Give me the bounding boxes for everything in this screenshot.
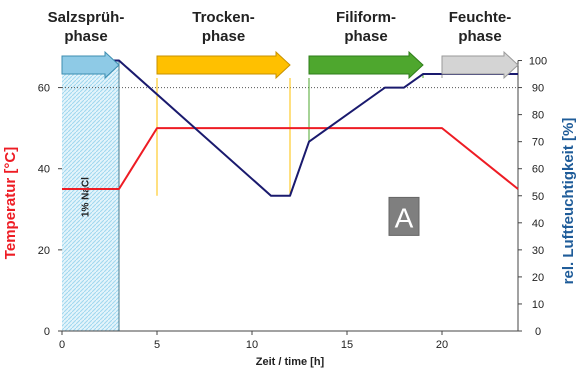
phase-arrow <box>156 50 291 80</box>
marker-label: A <box>395 202 414 233</box>
right-y-tick-label: 50 <box>532 191 544 203</box>
phase-arrow <box>61 50 120 80</box>
right-y-tick-label: 90 <box>532 83 544 95</box>
phase-label-line2: phase <box>458 28 501 45</box>
left-y-tick-label: 40 <box>38 164 50 176</box>
right-y-tick-label: 0 <box>535 326 541 338</box>
right-y-tick-label: 80 <box>532 110 544 122</box>
phase-label-line1: Trocken- <box>192 9 255 26</box>
right-y-tick-label: 10 <box>532 299 544 311</box>
x-tick-label: 10 <box>246 339 258 351</box>
x-axis-title: Zeit / time [h] <box>256 356 325 368</box>
nacl-label: 1% NaCl <box>81 177 92 217</box>
phase-label-line1: Feuchte- <box>449 9 512 26</box>
right-y-tick-label: 60 <box>532 164 544 176</box>
phase-arrow <box>308 50 424 80</box>
right-y-tick-label: 40 <box>532 218 544 230</box>
phase-arrow <box>441 50 519 80</box>
temperature-line <box>62 127 519 190</box>
x-tick-label: 5 <box>154 339 160 351</box>
right-y-tick-label: 20 <box>532 272 544 284</box>
right-y-tick-label: 100 <box>529 56 547 68</box>
humidity-line <box>62 59 518 197</box>
phase-label-line2: phase <box>64 28 107 45</box>
phase-label-line1: Filiform- <box>336 9 396 26</box>
x-tick-label: 20 <box>436 339 448 351</box>
phase-label-line2: phase <box>344 28 387 45</box>
marker-box <box>388 196 420 236</box>
phase-label-line1: Salzsprüh- <box>48 9 125 26</box>
right-y-tick-label: 30 <box>532 245 544 257</box>
left-y-tick-label: 20 <box>38 245 50 257</box>
left-y-tick-label: 0 <box>44 326 50 338</box>
right-y-tick-label: 70 <box>532 137 544 149</box>
right-y-axis-title: rel. Luftfeuchtigkeit [%] <box>560 118 577 285</box>
left-y-axis-title: Temperatur [°C] <box>2 147 19 259</box>
phase-label-line2: phase <box>202 28 245 45</box>
left-y-tick-label: 60 <box>38 83 50 95</box>
x-tick-label: 15 <box>341 339 353 351</box>
x-tick-label: 0 <box>59 339 65 351</box>
shaded-region <box>62 60 119 332</box>
